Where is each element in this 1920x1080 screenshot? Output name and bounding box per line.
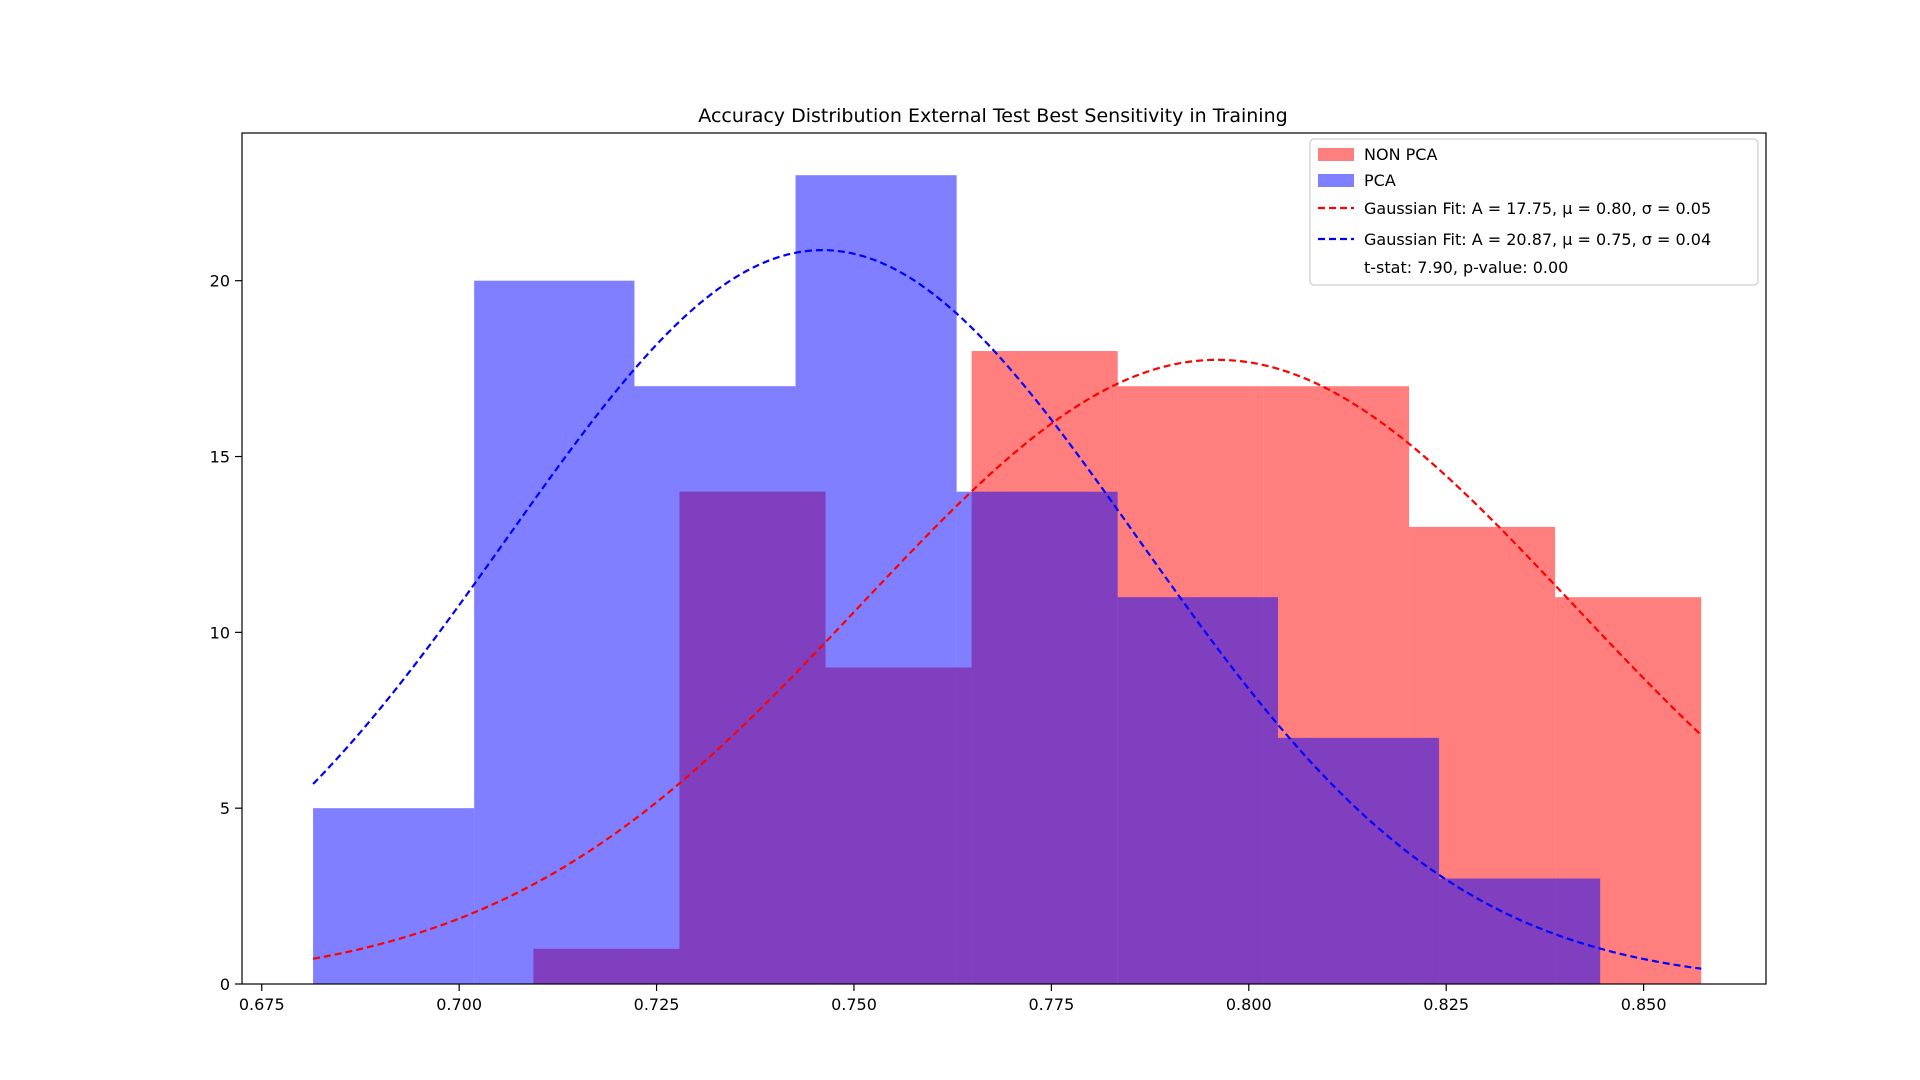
histogram-bar-1-1 xyxy=(474,280,635,984)
legend-swatch xyxy=(1318,148,1354,161)
y-tick-label: 0 xyxy=(220,975,230,994)
y-tick-label: 5 xyxy=(220,799,230,818)
gaussian-fit-line-1 xyxy=(312,248,1702,970)
histogram-bar-1-5 xyxy=(1117,597,1279,984)
y-axis-ticks: 0 5 10 15 20 xyxy=(210,272,242,994)
x-tick-label: 0.850 xyxy=(1621,995,1667,1014)
legend: NON PCA PCA Gaussian Fit: A = 17.75, μ = 0… xyxy=(1309,138,1759,286)
gaussian-fit-line-0 xyxy=(312,358,1703,960)
histogram-bar-1-4 xyxy=(956,491,1118,984)
legend-label: NON PCA xyxy=(1364,145,1437,164)
x-tick-label: 0.675 xyxy=(239,995,285,1014)
x-tick-label: 0.800 xyxy=(1226,995,1272,1014)
plot-frame xyxy=(241,132,1767,985)
fits-layer xyxy=(312,248,1703,970)
histogram-bar-1-3 xyxy=(795,175,957,984)
histogram-bar-1-0 xyxy=(313,808,475,984)
x-tick-label: 0.750 xyxy=(831,995,877,1014)
x-tick-label: 0.700 xyxy=(436,995,482,1014)
legend-label: PCA xyxy=(1364,171,1396,190)
histogram-bar-1-6 xyxy=(1278,737,1440,984)
bars-layer xyxy=(313,175,1702,985)
legend-stat-text: t-stat: 7.90, p-value: 0.00 xyxy=(1364,258,1568,277)
legend-box xyxy=(1309,138,1759,286)
y-tick-label: 10 xyxy=(210,623,230,642)
x-tick-label: 0.775 xyxy=(1028,995,1074,1014)
legend-label: Gaussian Fit: A = 20.87, μ = 0.75, σ = 0… xyxy=(1364,230,1711,249)
y-tick-label: 20 xyxy=(210,272,230,291)
x-tick-label: 0.725 xyxy=(634,995,680,1014)
histogram-bar-1-7 xyxy=(1439,878,1601,984)
legend-label: Gaussian Fit: A = 17.75, μ = 0.80, σ = 0… xyxy=(1364,199,1711,218)
x-axis-ticks: 0.675 0.700 0.725 0.750 0.775 0.800 0.825 0.850 xyxy=(239,984,1667,1014)
chart-title: Accuracy Distribution External Test Best… xyxy=(698,105,1287,127)
histogram-bar-1-2 xyxy=(634,386,796,985)
x-tick-label: 0.825 xyxy=(1423,995,1469,1014)
y-tick-label: 15 xyxy=(210,448,230,467)
legend-swatch xyxy=(1318,174,1354,187)
